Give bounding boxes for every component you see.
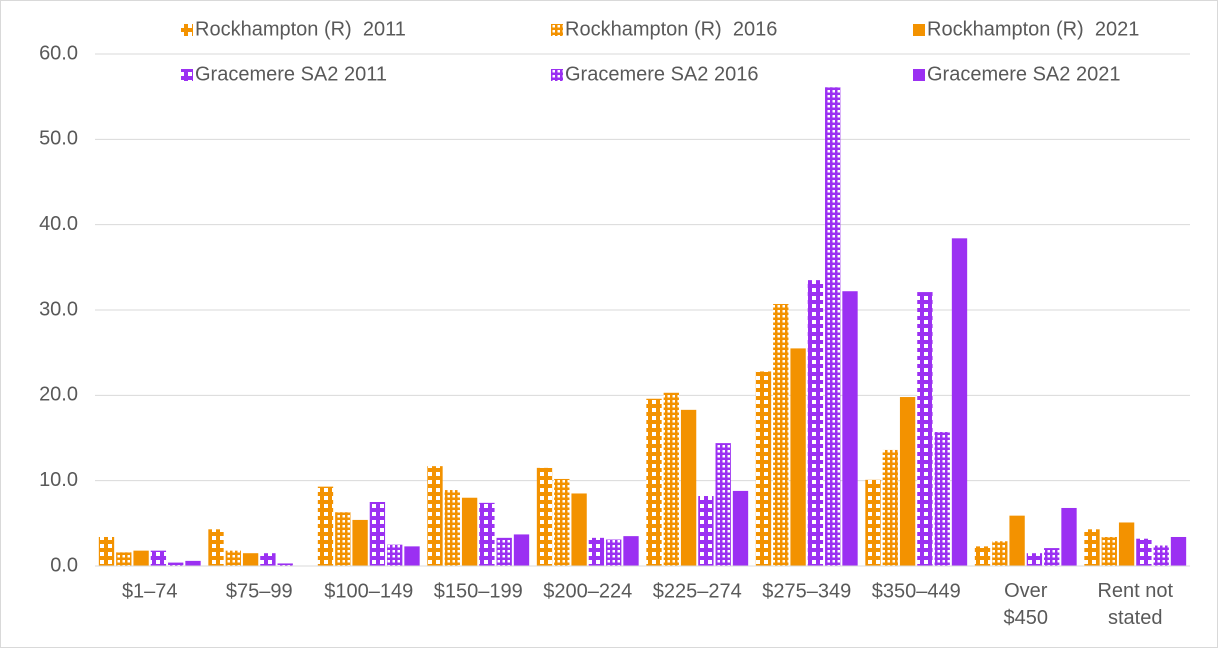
x-tick-label: Over $450 xyxy=(1004,580,1049,629)
bar xyxy=(1153,545,1169,566)
legend-swatch xyxy=(551,69,563,81)
legend-swatch xyxy=(913,69,925,81)
y-tick-label: 50.0 xyxy=(39,128,78,150)
bar xyxy=(807,280,824,566)
y-tick-label: 40.0 xyxy=(39,213,78,235)
y-tick-label: 30.0 xyxy=(39,298,78,320)
bar xyxy=(790,348,806,566)
legend-label: Rockhampton (R) 2021 xyxy=(927,18,1139,40)
bar xyxy=(934,432,950,566)
bar xyxy=(479,502,495,566)
bar xyxy=(133,550,149,566)
y-tick-label: 0.0 xyxy=(50,554,78,576)
bar xyxy=(317,486,334,566)
legend-swatch xyxy=(913,24,925,36)
x-tick-label: $350–449 xyxy=(872,580,961,602)
bar xyxy=(1101,536,1117,566)
bar xyxy=(536,467,553,566)
bar xyxy=(680,409,697,566)
bar xyxy=(974,546,991,566)
y-tick-label: 10.0 xyxy=(39,469,78,491)
bar xyxy=(168,562,184,566)
bar xyxy=(513,534,530,566)
legend-swatch xyxy=(551,24,563,36)
bar xyxy=(404,546,420,566)
bar xyxy=(208,529,224,566)
bar xyxy=(1170,536,1187,566)
bar xyxy=(663,392,679,566)
bar xyxy=(1009,515,1025,566)
x-tick-label: $75–99 xyxy=(226,580,293,602)
legend-swatch xyxy=(181,24,193,36)
legend-label: Gracemere SA2 2011 xyxy=(195,63,387,85)
bar xyxy=(698,496,714,566)
bar xyxy=(571,493,587,566)
bar xyxy=(185,560,201,566)
bar xyxy=(715,443,731,566)
bar xyxy=(646,398,662,566)
bar xyxy=(1136,538,1152,566)
y-tick-label: 60.0 xyxy=(39,42,78,64)
bar xyxy=(444,490,460,566)
bar xyxy=(1118,522,1135,566)
bar xyxy=(387,544,403,566)
legend-swatch xyxy=(181,69,193,81)
bar xyxy=(588,537,605,566)
bar xyxy=(260,553,276,566)
legend-label: Gracemere SA2 2016 xyxy=(565,63,758,85)
x-tick-label: $150–199 xyxy=(434,580,523,602)
bar xyxy=(773,304,789,566)
bar xyxy=(150,550,167,566)
bar xyxy=(369,502,386,566)
bar xyxy=(842,291,858,566)
bar xyxy=(865,479,881,566)
bar xyxy=(335,512,351,566)
bar xyxy=(225,550,241,566)
x-tick-label: $1–74 xyxy=(122,580,178,602)
bar xyxy=(427,466,443,566)
bar xyxy=(1044,548,1060,566)
bar xyxy=(623,536,639,566)
bar xyxy=(352,519,368,566)
bar xyxy=(461,497,478,566)
x-tick-label: Rent not stated xyxy=(1097,580,1173,629)
bar xyxy=(496,537,512,566)
bar xyxy=(732,490,749,566)
x-tick-label: $200–224 xyxy=(543,580,632,602)
bar xyxy=(242,553,259,566)
bar xyxy=(951,238,968,566)
legend-label: Rockhampton (R) 2016 xyxy=(565,18,777,40)
bar xyxy=(992,541,1008,566)
bar xyxy=(1061,507,1077,566)
bar xyxy=(825,87,841,566)
x-tick-label: $225–274 xyxy=(653,580,742,602)
x-tick-label: $275–349 xyxy=(762,580,851,602)
bar xyxy=(917,292,933,566)
bar xyxy=(554,478,570,566)
y-tick-label: 20.0 xyxy=(39,384,78,406)
bar xyxy=(899,397,916,566)
bar xyxy=(98,536,115,566)
x-tick-label: $100–149 xyxy=(324,580,413,602)
bar xyxy=(1084,529,1100,566)
bar xyxy=(1026,553,1043,566)
bar xyxy=(755,371,772,566)
legend-label: Rockhampton (R) 2011 xyxy=(195,18,406,40)
bar xyxy=(606,539,622,566)
bar xyxy=(116,552,132,566)
bar xyxy=(277,563,293,566)
bar xyxy=(882,449,898,566)
legend-label: Gracemere SA2 2021 xyxy=(927,63,1120,85)
